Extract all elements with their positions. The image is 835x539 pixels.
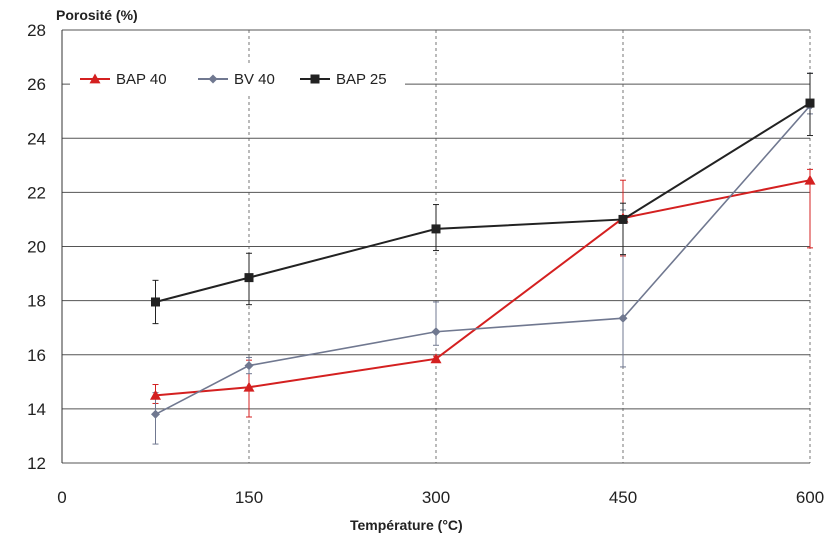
series-markers: [150, 98, 816, 419]
x-tick-label: 0: [57, 488, 66, 507]
x-tick-label: 600: [796, 488, 824, 507]
bap-25-point: [618, 214, 628, 224]
bv-40-point: [151, 409, 160, 419]
y-tick-label: 24: [27, 129, 46, 148]
y-tick-label: 12: [27, 454, 46, 473]
y-tick-label: 20: [27, 238, 46, 257]
y-axis-title: Porosité (%): [56, 7, 138, 23]
legend-label-bap-25: BAP 25: [336, 71, 387, 88]
legend-marker-bap-40: [89, 73, 101, 84]
legend: BAP 40 BV 40 BAP 25: [80, 71, 387, 88]
legend-marker-bv-40: [208, 74, 218, 84]
bv-40-point: [618, 313, 628, 323]
bap-40-point: [430, 353, 442, 364]
x-tick-label: 300: [422, 488, 450, 507]
bap-40-point: [804, 174, 816, 185]
tick-labels: 12 14 16 18 20 22 24 26 28 0 150 300 450 600: [27, 21, 824, 507]
bap-25-point: [151, 297, 160, 307]
bap-25-point: [805, 98, 815, 108]
y-tick-label: 16: [27, 346, 46, 365]
bap-25-point: [431, 224, 441, 234]
x-tick-label: 150: [235, 488, 263, 507]
bv-40-point: [244, 361, 254, 371]
legend-background: [70, 64, 405, 94]
legend-marker-bap-25: [310, 74, 320, 84]
legend-label-bap-40: BAP 40: [116, 71, 167, 88]
bv-40-point: [431, 327, 441, 337]
x-tick-label: 450: [609, 488, 637, 507]
legend-label-bv-40: BV 40: [234, 71, 275, 88]
bap-40-point: [243, 381, 255, 392]
y-tick-label: 18: [27, 292, 46, 311]
y-tick-label: 22: [27, 183, 46, 202]
x-axis-title: Température (°C): [350, 517, 463, 533]
y-tick-label: 26: [27, 75, 46, 94]
y-tick-label: 14: [27, 400, 46, 419]
bap-25-point: [244, 273, 254, 283]
y-tick-label: 28: [27, 21, 46, 40]
bap-40-point: [150, 389, 161, 400]
